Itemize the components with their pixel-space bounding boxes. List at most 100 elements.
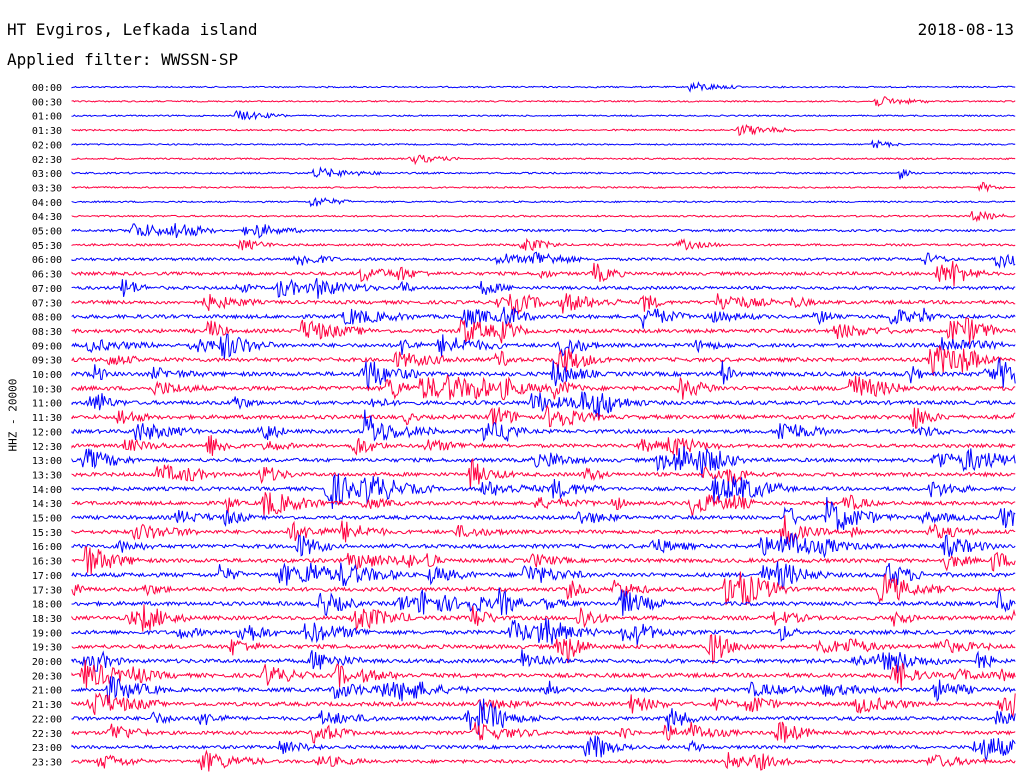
row-label: 21:00 xyxy=(32,686,62,697)
trace-0830 xyxy=(71,317,1016,345)
row-label: 02:00 xyxy=(32,140,62,151)
row-label: 11:30 xyxy=(32,413,62,424)
row-label: 04:30 xyxy=(32,212,62,223)
row-label: 12:30 xyxy=(32,442,62,453)
filter-label: Applied filter: WWSSN-SP xyxy=(7,50,239,69)
trace-0530 xyxy=(71,237,1016,252)
row-label: 15:30 xyxy=(32,528,62,539)
trace-0730 xyxy=(71,293,1016,315)
trace-2200 xyxy=(71,698,1016,735)
row-label: 09:00 xyxy=(32,341,62,352)
trace-0330 xyxy=(71,181,1016,193)
trace-0900 xyxy=(71,333,1016,360)
row-label: 09:30 xyxy=(32,356,62,367)
trace-0130 xyxy=(71,123,1016,136)
row-label: 18:30 xyxy=(32,614,62,625)
trace-1030 xyxy=(71,374,1016,401)
trace-1000 xyxy=(71,357,1016,391)
row-label: 17:00 xyxy=(32,571,62,582)
trace-1700 xyxy=(71,561,1016,590)
row-label: 06:00 xyxy=(32,255,62,266)
trace-2330 xyxy=(71,749,1016,772)
trace-0400 xyxy=(71,196,1016,208)
trace-1830 xyxy=(71,604,1016,632)
row-label: 16:00 xyxy=(32,542,62,553)
trace-1730 xyxy=(71,571,1016,606)
trace-1400 xyxy=(71,473,1016,509)
row-label: 10:00 xyxy=(32,370,62,381)
trace-1100 xyxy=(71,391,1016,419)
trace-0500 xyxy=(71,223,1016,239)
trace-0430 xyxy=(71,210,1016,223)
row-label: 16:30 xyxy=(32,557,62,568)
trace-0000 xyxy=(71,81,1016,93)
row-label: 19:30 xyxy=(32,643,62,654)
traces xyxy=(71,81,1016,772)
row-label: 20:30 xyxy=(32,671,62,682)
trace-1200 xyxy=(71,409,1016,442)
trace-2130 xyxy=(71,692,1016,718)
trace-2030 xyxy=(71,659,1016,690)
row-label: 17:30 xyxy=(32,585,62,596)
row-label: 14:00 xyxy=(32,485,62,496)
row-label: 01:00 xyxy=(32,112,62,123)
trace-0700 xyxy=(71,277,1016,299)
row-label: 19:00 xyxy=(32,628,62,639)
row-label: 08:30 xyxy=(32,327,62,338)
trace-1500 xyxy=(71,497,1016,532)
trace-1800 xyxy=(71,587,1016,617)
trace-0800 xyxy=(71,306,1016,329)
trace-0630 xyxy=(71,260,1016,287)
trace-0300 xyxy=(71,166,1016,180)
trace-1530 xyxy=(71,515,1016,544)
trace-1230 xyxy=(71,435,1016,456)
trace-1430 xyxy=(71,492,1016,517)
row-label: 12:00 xyxy=(32,427,62,438)
row-label: 13:00 xyxy=(32,456,62,467)
trace-0030 xyxy=(71,96,1016,107)
trace-1330 xyxy=(71,458,1016,490)
row-label: 14:30 xyxy=(32,499,62,510)
row-label: 10:30 xyxy=(32,384,62,395)
trace-2100 xyxy=(71,675,1016,704)
trace-0930 xyxy=(71,345,1016,376)
row-label: 05:00 xyxy=(32,227,62,238)
row-label: 07:00 xyxy=(32,284,62,295)
row-label: 08:00 xyxy=(32,313,62,324)
trace-1600 xyxy=(71,532,1016,559)
row-label: 05:30 xyxy=(32,241,62,252)
station-title: HT Evgiros, Lefkada island xyxy=(7,20,258,39)
trace-0230 xyxy=(71,154,1016,166)
row-label: 22:30 xyxy=(32,729,62,740)
date-label: 2018-08-13 xyxy=(917,20,1014,39)
row-label: 04:00 xyxy=(32,198,62,209)
row-label: 20:00 xyxy=(32,657,62,668)
row-label: 21:30 xyxy=(32,700,62,711)
row-label: 03:00 xyxy=(32,169,62,180)
trace-1630 xyxy=(71,546,1016,575)
row-label: 22:00 xyxy=(32,714,62,725)
trace-1130 xyxy=(71,404,1016,429)
row-label: 01:30 xyxy=(32,126,62,137)
row-label: 03:30 xyxy=(32,183,62,194)
row-label: 06:30 xyxy=(32,270,62,281)
trace-1930 xyxy=(71,633,1016,665)
trace-0200 xyxy=(71,139,1016,149)
row-label: 15:00 xyxy=(32,514,62,525)
trace-2000 xyxy=(71,649,1016,673)
trace-2230 xyxy=(71,721,1016,744)
row-label: 00:30 xyxy=(32,97,62,108)
trace-1900 xyxy=(71,618,1016,646)
trace-0100 xyxy=(71,109,1016,121)
row-label: 13:30 xyxy=(32,470,62,481)
trace-0600 xyxy=(71,251,1016,269)
row-label: 07:30 xyxy=(32,298,62,309)
trace-1300 xyxy=(71,446,1016,478)
row-labels: 00:00 00:30 01:00 01:30 02:00 02:30 03:00 03:30… xyxy=(32,83,62,768)
row-label: 23:00 xyxy=(32,743,62,754)
row-label: 11:00 xyxy=(32,399,62,410)
row-label: 02:30 xyxy=(32,155,62,166)
row-label: 00:00 xyxy=(32,83,62,94)
row-label: 23:30 xyxy=(32,757,62,768)
